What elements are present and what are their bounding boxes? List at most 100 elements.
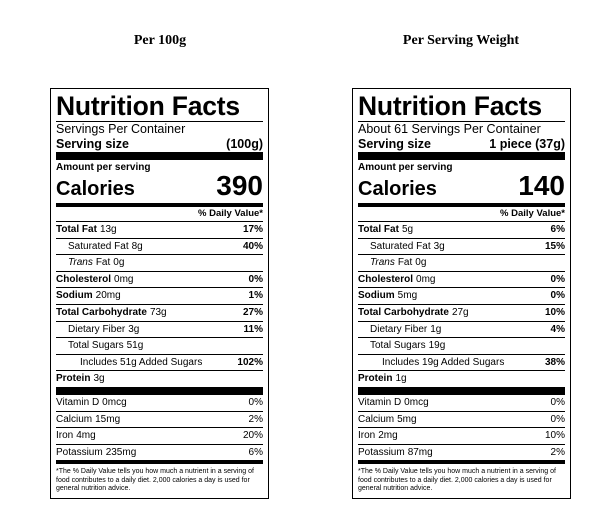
nutrient-amount: 19g — [428, 340, 446, 352]
nutrient-dv: 4% — [550, 323, 565, 335]
nutrient-label: Total Carbohydrate — [358, 306, 449, 318]
nutrient-row: Dietary Fiber 1g 4% — [358, 320, 565, 338]
vitamin-row: Vitamin D 0mcg 0% — [56, 395, 263, 411]
nutrient-amount: 0mg — [416, 273, 436, 285]
vitamin-dv: 0% — [550, 396, 565, 408]
vitamin-row: Calcium 5mg 0% — [358, 410, 565, 428]
vitamin-label: Vitamin D — [56, 396, 100, 408]
nutrient-row: Sodium 5mg 0% — [358, 287, 565, 304]
serving-size: Serving size 1 piece (37g) — [358, 136, 565, 152]
vitamin-label: Potassium — [56, 446, 103, 458]
nutrient-row: Total Fat 5g 6% — [358, 221, 565, 238]
nutrient-name: Trans Fat 0g — [370, 255, 426, 271]
vitamin-name: Potassium 235mg — [56, 445, 136, 461]
nutrient-row: Protein 1g — [358, 370, 565, 387]
vitamin-name: Calcium 15mg — [56, 412, 120, 428]
divider — [358, 152, 565, 160]
nutrient-label: Protein — [56, 373, 91, 385]
nutrient-label: Total Carbohydrate — [56, 306, 147, 318]
vitamin-dv: 0% — [248, 396, 263, 408]
vitamin-row: Vitamin D 0mcg 0% — [358, 395, 565, 411]
vitamin-name: Iron 2mg — [358, 428, 398, 444]
nutrient-label: Total Fat — [358, 224, 399, 235]
nutrient-amount: 1g — [430, 323, 442, 335]
vitamin-amount: 5mg — [397, 413, 417, 425]
nutrient-label: Includes 19g Added Sugars — [382, 356, 505, 368]
nutrient-amount: 0g — [415, 257, 427, 269]
nutrient-row: Total Sugars 51g — [56, 337, 263, 354]
calories: Calories 390 — [56, 172, 263, 203]
vitamin-label: Calcium — [358, 413, 395, 425]
calories-value: 140 — [518, 170, 565, 201]
vitamin-name: Calcium 5mg — [358, 412, 417, 428]
divider — [358, 460, 565, 465]
divider — [56, 203, 263, 207]
nutrient-name: Cholesterol 0mg — [56, 272, 133, 288]
vitamin-dv: 0% — [550, 413, 565, 425]
vitamin-row: Iron 4mg 20% — [56, 427, 263, 444]
nutrient-amount: 3g — [93, 373, 105, 385]
calories-label: Calories — [358, 178, 437, 200]
nutrient-name: Cholesterol 0mg — [358, 272, 435, 288]
amount-per-serving: Amount per serving — [56, 162, 151, 173]
vitamin-label: Iron — [358, 430, 376, 442]
nutrient-row: Includes 51g Added Sugars 102% — [56, 353, 263, 371]
nutrient-name: Sodium 20mg — [56, 288, 121, 304]
nutrient-name: Total Sugars 51g — [68, 338, 143, 354]
nutrient-name: Protein 1g — [358, 371, 407, 387]
divider — [56, 386, 263, 395]
nutrient-name: Trans Fat 0g — [68, 255, 124, 271]
nutrient-dv: 38% — [544, 356, 565, 368]
nutrient-name: Dietary Fiber 3g — [68, 322, 139, 338]
nutrient-dv: 11% — [243, 323, 263, 335]
vitamin-row: Potassium 235mg 6% — [56, 443, 263, 461]
nutrient-label: Dietary Fiber — [370, 323, 428, 335]
nutrient-name: Dietary Fiber 1g — [370, 322, 441, 338]
serving-size: Serving size (100g) — [56, 136, 263, 152]
nutrient-label: Fat — [95, 257, 111, 269]
nutrient-amount: 3g — [128, 323, 140, 335]
nutrient-name: Total Carbohydrate 73g — [56, 305, 167, 321]
serving-size-label: Serving size — [358, 137, 431, 151]
vitamin-dv: 2% — [550, 446, 565, 458]
nutrient-label: Cholesterol — [358, 273, 414, 285]
vitamin-row: Calcium 15mg 2% — [56, 410, 263, 428]
nutrition-label: Nutrition Facts Servings Per Container Ser… — [50, 88, 269, 499]
vitamin-dv: 2% — [248, 413, 263, 425]
serving-size-label: Serving size — [56, 137, 129, 151]
nutrient-label: Sodium — [56, 290, 93, 302]
title: Nutrition Facts — [56, 91, 240, 121]
amount-per-serving: Amount per serving — [358, 162, 453, 173]
vitamin-label: Calcium — [56, 413, 93, 425]
nutrient-name: Total Sugars 19g — [370, 338, 445, 354]
nutrient-name: Includes 51g Added Sugars — [80, 355, 202, 371]
nutrient-amount: 8g — [131, 240, 143, 252]
vitamin-label: Iron — [56, 430, 74, 442]
nutrient-amount: 1g — [395, 373, 407, 385]
footnote: *The % Daily Value tells you how much a … — [358, 468, 556, 493]
vitamin-row: Potassium 87mg 2% — [358, 443, 565, 461]
nutrient-row: Dietary Fiber 3g 11% — [56, 320, 263, 338]
nutrient-amount: 5mg — [397, 290, 418, 302]
nutrient-amount: 13g — [99, 224, 117, 235]
nutrient-row: Trans Fat 0g — [56, 254, 263, 271]
nutrient-label: Dietary Fiber — [68, 323, 126, 335]
vitamin-amount: 235mg — [105, 446, 137, 458]
calories: Calories 140 — [358, 172, 565, 203]
serving-size-value: (100g) — [226, 137, 263, 151]
nutrient-amount: 27g — [451, 306, 469, 318]
nutrient-row: Protein 3g — [56, 370, 263, 387]
nutrient-dv: 10% — [544, 306, 565, 318]
nutrient-dv: 27% — [242, 306, 263, 318]
vitamin-amount: 0mcg — [102, 396, 127, 408]
nutrient-dv: 0% — [550, 273, 565, 285]
vitamin-amount: 0mcg — [404, 396, 429, 408]
vitamin-dv: 6% — [248, 446, 263, 458]
nutrient-label: Total Fat — [56, 224, 97, 235]
servings: About 61 Servings Per Container — [358, 121, 565, 136]
calories-value: 390 — [216, 170, 263, 201]
nutrient-label: Cholesterol — [56, 273, 112, 285]
vitamin-dv: 10% — [544, 430, 565, 442]
vitamin-amount: 2mg — [378, 430, 398, 442]
